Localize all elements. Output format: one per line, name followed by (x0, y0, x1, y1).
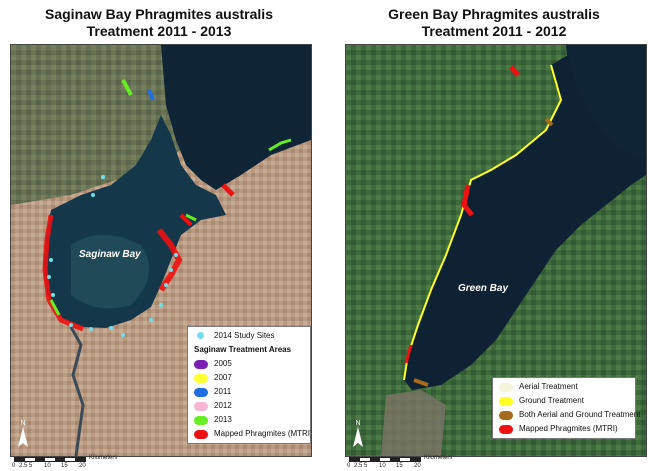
greenbay-legend-label: Both Aerial and Ground Treatment (519, 410, 641, 419)
saginaw-bay-label: Saginaw Bay (79, 249, 141, 260)
greenbay-scale-unit: Kilometers (424, 455, 453, 461)
saginaw-legend-label: 2013 (214, 415, 232, 424)
saginaw-scale-unit: Kilometers (89, 455, 118, 461)
greenbay-scale-tick: 10 (379, 463, 386, 469)
greenbay-title-line2: Treatment 2011 - 2012 (421, 23, 567, 39)
greenbay-scale-tick: 0 (347, 463, 351, 469)
greenbay-legend-row: Both Aerial and Ground Treatment (493, 408, 640, 422)
greenbay-legend: Aerial Treatment Ground Treatment Both Aer… (492, 377, 640, 439)
saginaw-legend-row: Mapped Phragmites (MTRI) (188, 427, 312, 441)
greenbay-scale-tick: 20 (414, 463, 421, 469)
greenbay-scale-graphic (349, 457, 421, 462)
saginaw-map-panel: Saginaw Bay Phragmites australis Treatme… (4, 0, 314, 471)
greenbay-scale-tick: 2.5 (354, 463, 363, 469)
saginaw-legend-row: 2005 (188, 357, 310, 371)
greenbay-legend-label: Ground Treatment (519, 396, 584, 405)
greenbay-map-frame: Green Bay Aerial Treatment Ground Treatme… (345, 44, 647, 457)
saginaw-legend-swatch (194, 402, 208, 411)
saginaw-map-frame: Saginaw Bay 2014 Study Sites Saginaw Tre… (10, 44, 312, 457)
legend-study-sites-label: 2014 Study Sites (214, 331, 275, 340)
north-arrow-icon: N (18, 420, 28, 447)
saginaw-legend-swatch (194, 374, 208, 383)
saginaw-legend-label: Mapped Phragmites (MTRI) (214, 429, 312, 438)
saginaw-legend-label: 2012 (214, 401, 232, 410)
saginaw-legend-label: 2007 (214, 373, 232, 382)
saginaw-map-title: Saginaw Bay Phragmites australis Treatme… (4, 6, 314, 40)
saginaw-legend: 2014 Study Sites Saginaw Treatment Areas… (187, 326, 311, 444)
svg-text:N: N (20, 420, 25, 427)
greenbay-legend-swatch (499, 425, 513, 434)
greenbay-legend-items: Aerial Treatment Ground Treatment Both Aer… (493, 380, 640, 436)
saginaw-scale-tick: 20 (79, 463, 86, 469)
saginaw-scale-tick: 10 (44, 463, 51, 469)
saginaw-legend-row: 2012 (188, 399, 310, 413)
saginaw-legend-row: 2007 (188, 371, 310, 385)
saginaw-scale-graphic (14, 457, 86, 462)
saginaw-legend-swatch (194, 430, 208, 439)
greenbay-legend-row: Ground Treatment (493, 394, 635, 408)
saginaw-legend-row: 2013 (188, 413, 310, 427)
saginaw-legend-label: 2005 (214, 359, 232, 368)
svg-text:N: N (355, 420, 360, 427)
greenbay-scale-tick: 15 (396, 463, 403, 469)
saginaw-scale-tick: 5 (29, 463, 33, 469)
greenbay-legend-swatch (499, 411, 513, 420)
greenbay-map-title: Green Bay Phragmites australis Treatment… (339, 6, 649, 40)
legend-study-sites: 2014 Study Sites (188, 329, 310, 343)
saginaw-legend-items: 2005 2007 2011 2012 2013 Mapped Phragmites (M… (188, 357, 312, 441)
greenbay-legend-swatch (499, 397, 513, 406)
saginaw-scale-tick: 15 (61, 463, 68, 469)
greenbay-title-line1: Green Bay Phragmites australis (388, 6, 600, 22)
saginaw-legend-row: 2011 (188, 385, 310, 399)
saginaw-scale-tick: 2.5 (19, 463, 28, 469)
legend-heading: Saginaw Treatment Areas (194, 345, 292, 354)
saginaw-scale-tick: 0 (12, 463, 16, 469)
greenbay-scale-tick: 5 (364, 463, 368, 469)
saginaw-title-line1: Saginaw Bay Phragmites australis (45, 6, 273, 22)
greenbay-bay-label: Green Bay (458, 283, 509, 294)
saginaw-legend-swatch (194, 416, 208, 425)
saginaw-scale-bar: Kilometers 0 2.5 5 10 15 20 (12, 455, 117, 471)
north-arrow-icon: N (353, 420, 363, 447)
saginaw-legend-label: 2011 (214, 387, 232, 396)
saginaw-legend-swatch (194, 360, 208, 369)
saginaw-legend-swatch (194, 388, 208, 397)
greenbay-legend-row: Mapped Phragmites (MTRI) (493, 422, 635, 436)
saginaw-title-line2: Treatment 2011 - 2013 (86, 23, 232, 39)
greenbay-legend-label: Mapped Phragmites (MTRI) (519, 424, 618, 433)
study-site-symbol (197, 332, 204, 339)
greenbay-scale-bar: Kilometers 0 2.5 5 10 15 20 (347, 455, 452, 471)
greenbay-legend-swatch (499, 383, 513, 392)
greenbay-legend-row: Aerial Treatment (493, 380, 635, 394)
saginaw-map-image (11, 45, 311, 456)
greenbay-map-panel: Green Bay Phragmites australis Treatment… (339, 0, 649, 471)
greenbay-legend-label: Aerial Treatment (519, 382, 578, 391)
